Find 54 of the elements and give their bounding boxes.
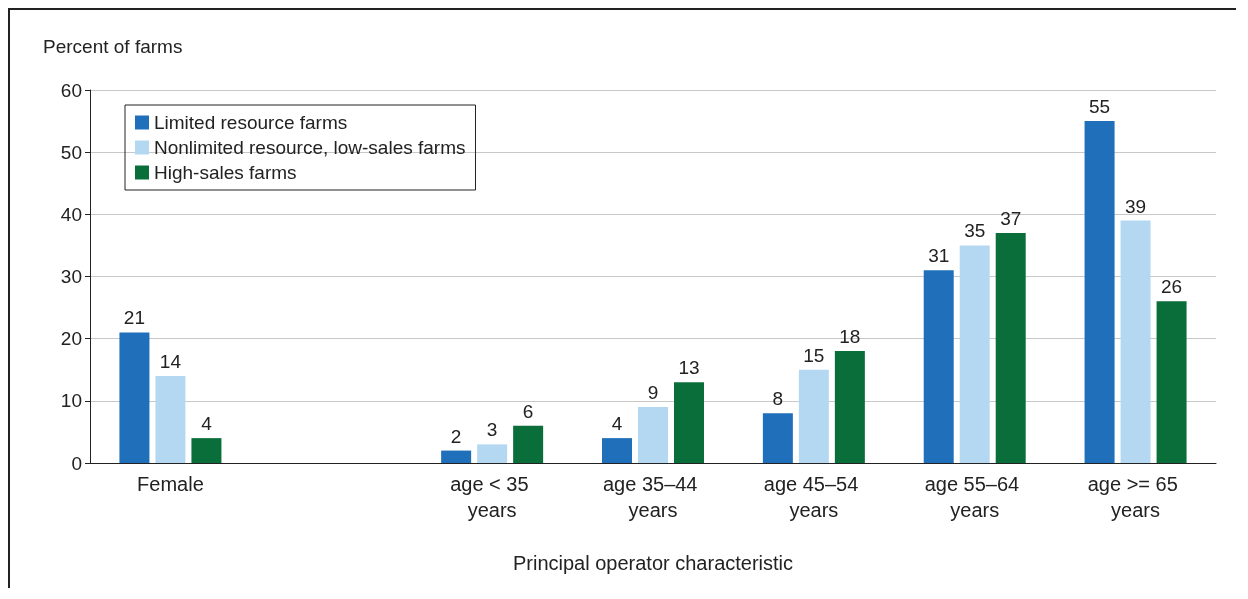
legend-label: Limited resource farms: [154, 112, 348, 133]
data-label: 35: [964, 220, 986, 242]
x-axis-title: Principal operator characteristic: [512, 552, 794, 574]
data-label: 15: [803, 344, 825, 366]
data-label: 55: [1089, 96, 1111, 118]
data-label: 18: [839, 326, 861, 348]
bar: [1156, 301, 1187, 463]
y-tick-label: 40: [60, 203, 82, 225]
y-tick-label: 20: [60, 328, 82, 350]
legend-label: High-sales farms: [154, 162, 297, 183]
legend-label: Nonlimited resource, low-sales farms: [154, 137, 466, 158]
bar: [119, 332, 150, 463]
bar: [674, 382, 704, 463]
bar: [155, 375, 186, 463]
y-axis-title: Percent of farms: [43, 36, 183, 57]
bar: [798, 369, 829, 463]
y-tick-label: 30: [60, 266, 82, 287]
data-label: 6: [522, 400, 534, 422]
data-label: 26: [1161, 276, 1183, 298]
y-tick-label: 0: [71, 452, 82, 474]
data-label: 4: [201, 413, 213, 435]
bar: [602, 438, 632, 463]
bar: [995, 232, 1026, 463]
x-tick-label: age 35–44 years: [602, 473, 704, 521]
x-tick-label: age 55–64 years: [924, 473, 1025, 521]
data-label: 21: [123, 307, 145, 329]
x-tick-label: age 45–54 years: [763, 473, 864, 521]
data-label: 2: [450, 425, 462, 447]
y-tick-label: 10: [60, 390, 82, 412]
data-label: 31: [928, 245, 950, 267]
bar: [959, 245, 990, 463]
data-label: 3: [486, 419, 498, 441]
bar: [477, 444, 508, 463]
data-label: 37: [1000, 207, 1022, 229]
bar: [441, 450, 472, 463]
bar: [191, 438, 222, 463]
bar: [1120, 220, 1151, 463]
data-label: 8: [772, 388, 784, 410]
bar: [834, 351, 865, 463]
x-tick-label: age < 35 years: [450, 473, 535, 521]
data-label: 13: [678, 357, 700, 379]
data-label: 39: [1125, 195, 1147, 217]
x-tick-label: age >= 65 years: [1087, 473, 1184, 521]
data-label: 14: [159, 350, 182, 372]
data-label: 9: [647, 382, 659, 404]
bar: [923, 270, 954, 463]
y-tick-label: 60: [60, 79, 82, 101]
bar: [513, 425, 544, 463]
x-tick-label: Female: [137, 473, 204, 495]
data-label: 4: [611, 413, 623, 435]
bar: [638, 407, 668, 463]
bar: [762, 413, 793, 463]
bar: [1084, 121, 1115, 463]
y-tick-label: 50: [60, 141, 82, 163]
